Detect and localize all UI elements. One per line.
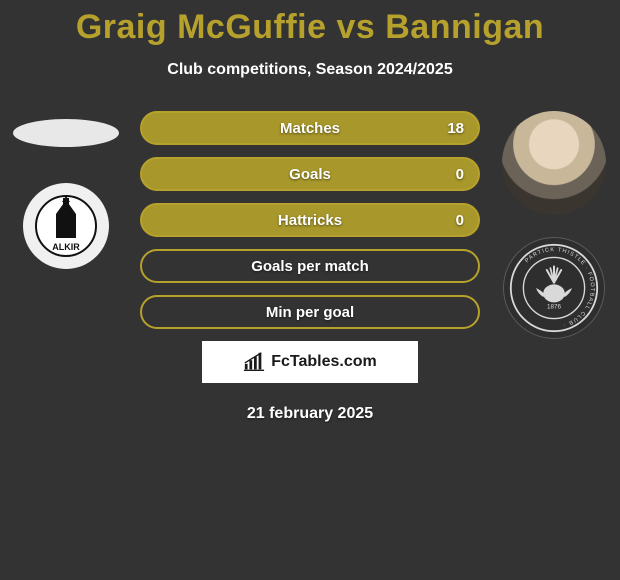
stat-label: Matches (280, 120, 340, 137)
partick-thistle-badge-icon: 1876 PARTICK THISTLE · FOOTBALL CLUB · (509, 243, 599, 333)
brand-text: FcTables.com (271, 353, 377, 371)
stat-pill: Matches 18 (140, 111, 480, 145)
comparison-date: 21 february 2025 (0, 405, 620, 423)
falkirk-badge-icon: ALKIR (34, 194, 98, 258)
left-club-badge: ALKIR (23, 183, 109, 269)
right-player-photo (502, 111, 606, 215)
brand-box[interactable]: FcTables.com (202, 341, 418, 383)
stat-label: Min per goal (266, 304, 354, 321)
stat-pill: Goals per match (140, 249, 480, 283)
stat-pill: Goals 0 (140, 157, 480, 191)
right-player-column: 1876 PARTICK THISTLE · FOOTBALL CLUB · (494, 111, 614, 339)
stat-pill: Hattricks 0 (140, 203, 480, 237)
stat-label: Hattricks (278, 212, 342, 229)
right-club-badge: 1876 PARTICK THISTLE · FOOTBALL CLUB · (503, 237, 605, 339)
svg-text:1876: 1876 (547, 304, 562, 311)
stat-value: 0 (456, 166, 464, 183)
stat-label: Goals per match (251, 258, 369, 275)
stat-label: Goals (289, 166, 331, 183)
stat-value: 18 (447, 120, 464, 137)
left-player-silhouette (13, 119, 119, 147)
stat-pill-list: Matches 18 Goals 0 Hattricks 0 Goals per match… (140, 111, 480, 329)
left-player-column: ALKIR (6, 111, 126, 269)
svg-text:ALKIR: ALKIR (52, 242, 80, 252)
comparison-content: ALKIR 1876 (0, 111, 620, 423)
stat-value: 0 (456, 212, 464, 229)
stat-pill: Min per goal (140, 295, 480, 329)
page-subtitle: Club competitions, Season 2024/2025 (0, 61, 620, 79)
bar-chart-icon (243, 351, 265, 373)
page-title: Graig McGuffie vs Bannigan (0, 0, 620, 47)
